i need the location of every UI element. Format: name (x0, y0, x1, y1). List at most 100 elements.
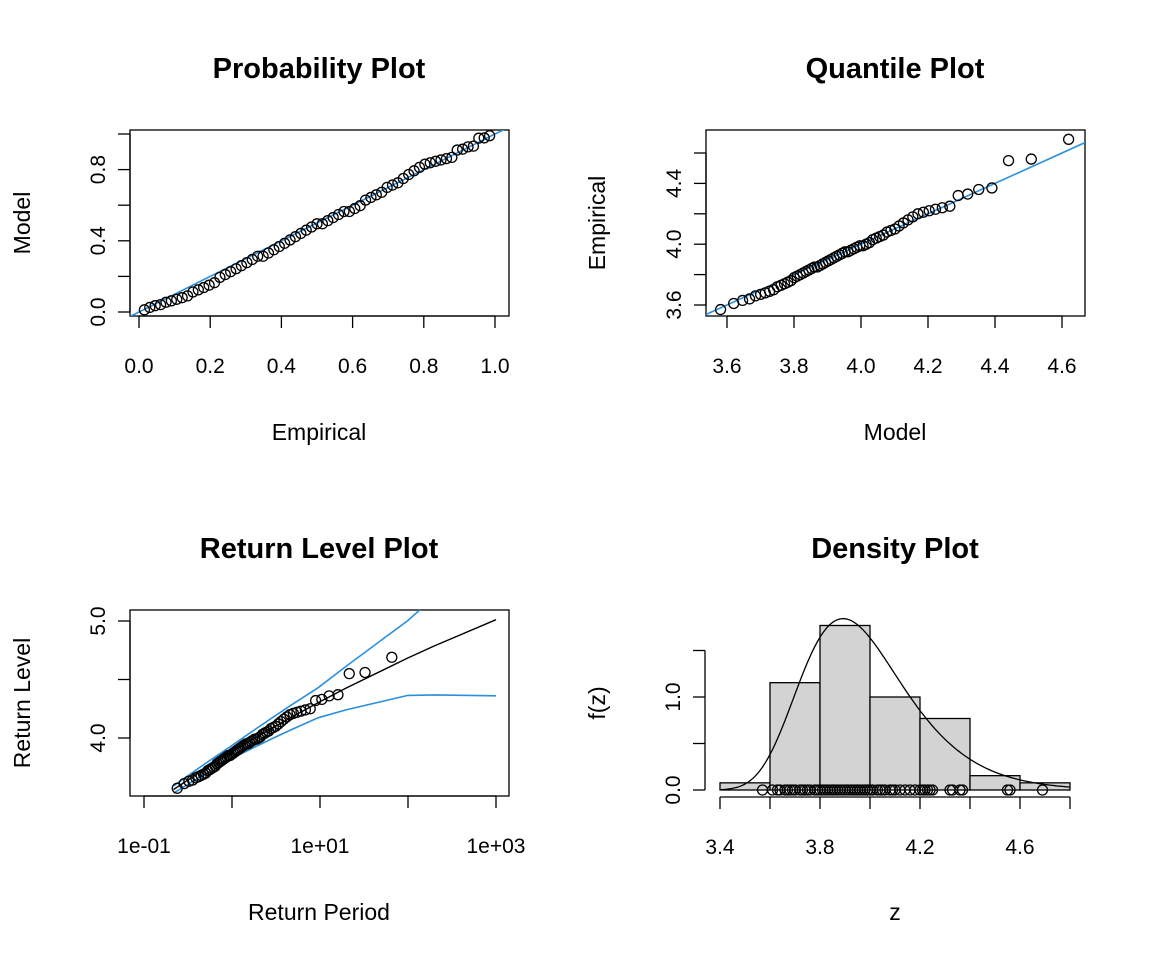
data-point (262, 247, 275, 259)
data-point (305, 221, 318, 233)
data-point (252, 250, 264, 262)
histogram-bar (769, 682, 821, 791)
data-point (370, 189, 382, 201)
plot-title: Quantile Plot (806, 53, 985, 85)
return-level-plot: Return Level Plot Return Period Return Lev… (9, 533, 525, 925)
data-point (473, 132, 485, 144)
data-point (944, 200, 956, 212)
data-point (483, 130, 496, 142)
upper-confidence-line (173, 610, 421, 787)
data-point (300, 224, 312, 236)
x-tick-label: 0.2 (196, 355, 225, 378)
x-tick-label: 3.8 (805, 836, 834, 859)
data-point (284, 234, 296, 246)
y-tick-label: 3.6 (663, 290, 686, 319)
data-point (332, 689, 344, 701)
data-point (359, 194, 372, 206)
data-point (235, 260, 248, 272)
data-point (246, 253, 258, 266)
data-point (273, 240, 285, 253)
rug-point (956, 784, 969, 796)
rug-point (1004, 784, 1016, 796)
data-point (923, 205, 935, 217)
data-point (736, 294, 749, 307)
x-tick-label: 4.6 (1005, 836, 1034, 859)
data-point (446, 151, 458, 164)
data-point (349, 202, 361, 215)
data-point (359, 666, 371, 679)
data-point (225, 266, 237, 278)
x-tick-label: 0.0 (124, 355, 153, 378)
data-point (1025, 153, 1037, 165)
data-point (714, 303, 727, 316)
data-point (278, 237, 291, 249)
data-point (973, 183, 985, 196)
histogram-bar (869, 696, 921, 791)
x-tick-label: 0.6 (338, 355, 367, 378)
data-point (478, 132, 490, 144)
data-point (440, 152, 453, 165)
data-point (316, 693, 328, 706)
data-point (295, 227, 307, 240)
data-point (176, 292, 188, 304)
data-point (749, 290, 762, 302)
histogram-bar (819, 624, 871, 791)
x-axis-label: Model (864, 419, 927, 445)
data-point (299, 704, 312, 716)
data-point (327, 211, 339, 224)
data-point (257, 250, 269, 262)
y-tick-label: 0.8 (87, 155, 110, 184)
y-axis-label: Empirical (584, 176, 610, 271)
data-point (198, 281, 210, 294)
data-point (917, 206, 930, 218)
data-point (343, 668, 355, 680)
x-axis-label: Empirical (272, 419, 367, 445)
data-point (1002, 154, 1015, 167)
data-point (149, 300, 161, 312)
x-tick-label: 1e-01 (117, 835, 171, 858)
rug-point (766, 784, 779, 796)
data-point (936, 202, 948, 214)
x-axis-label: z (889, 899, 901, 925)
data-point (230, 263, 242, 275)
y-tick-label: 4.4 (663, 168, 686, 198)
data-point (952, 189, 964, 202)
rug-point (926, 784, 939, 796)
data-point (192, 284, 204, 296)
data-point (430, 155, 442, 167)
data-point (338, 205, 350, 218)
data-point (268, 244, 280, 256)
data-point (365, 191, 377, 204)
rug-point (1036, 784, 1049, 796)
x-tick-label: 4.6 (1047, 355, 1076, 378)
y-tick-label: 1.0 (662, 682, 685, 711)
data-point (962, 188, 974, 200)
x-tick-label: 0.4 (267, 355, 297, 378)
data-point (309, 694, 322, 707)
plot-title: Density Plot (811, 533, 979, 565)
data-point (462, 141, 474, 153)
x-tick-label: 4.0 (846, 355, 875, 378)
data-point (451, 144, 463, 156)
x-tick-label: 1e+03 (467, 835, 526, 858)
x-tick-label: 0.8 (409, 355, 438, 378)
data-point (332, 208, 345, 221)
plot-title: Probability Plot (213, 53, 426, 85)
data-point (154, 298, 167, 311)
data-point (165, 295, 178, 307)
y-axis-label: Return Level (9, 638, 35, 768)
x-tick-label: 3.6 (712, 355, 741, 378)
x-tick-label: 3.4 (705, 836, 735, 859)
data-point (413, 161, 426, 174)
y-tick-label: 4.0 (663, 230, 686, 259)
data-point (316, 218, 329, 230)
data-point (386, 179, 399, 191)
data-point (187, 286, 199, 298)
data-point (281, 711, 293, 723)
x-tick-label: 3.8 (779, 355, 808, 378)
y-tick-label: 4.0 (87, 723, 110, 752)
y-tick-label: 5.0 (87, 606, 110, 635)
y-tick-label: 0.0 (87, 297, 110, 326)
x-tick-label: 4.4 (980, 355, 1010, 378)
probability-plot: Probability Plot Empirical Model 0.0 0.2 0.4 0… (9, 53, 510, 445)
